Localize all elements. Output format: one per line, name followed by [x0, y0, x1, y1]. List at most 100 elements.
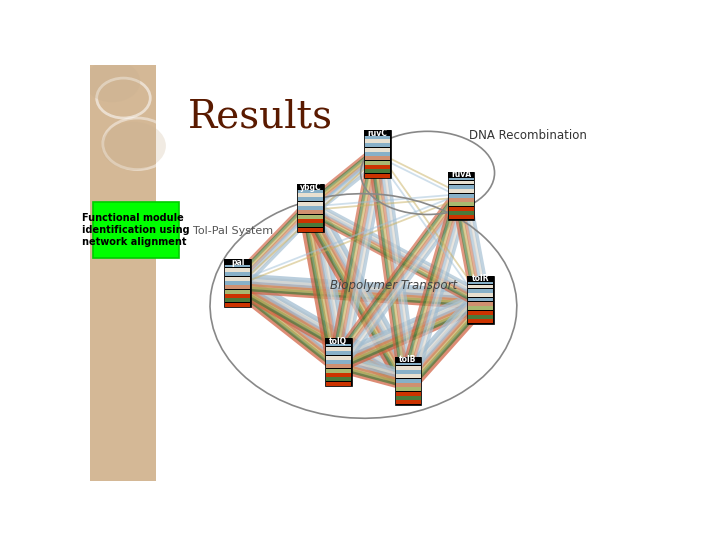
FancyBboxPatch shape — [365, 174, 390, 178]
FancyBboxPatch shape — [325, 377, 351, 381]
Circle shape — [84, 60, 140, 102]
FancyBboxPatch shape — [365, 143, 390, 147]
Text: Tol-Pal System: Tol-Pal System — [193, 226, 274, 236]
FancyBboxPatch shape — [467, 276, 494, 282]
FancyBboxPatch shape — [325, 360, 351, 364]
FancyBboxPatch shape — [325, 369, 351, 373]
FancyBboxPatch shape — [468, 319, 493, 323]
FancyBboxPatch shape — [395, 370, 420, 374]
FancyBboxPatch shape — [225, 298, 251, 302]
FancyBboxPatch shape — [395, 379, 420, 382]
FancyBboxPatch shape — [449, 207, 474, 211]
FancyBboxPatch shape — [225, 259, 251, 263]
Circle shape — [101, 122, 166, 170]
FancyBboxPatch shape — [297, 184, 324, 191]
FancyBboxPatch shape — [395, 387, 420, 392]
FancyBboxPatch shape — [298, 219, 323, 223]
Text: Results: Results — [188, 98, 333, 135]
FancyBboxPatch shape — [225, 264, 251, 267]
FancyBboxPatch shape — [325, 351, 351, 355]
FancyBboxPatch shape — [449, 176, 474, 180]
FancyBboxPatch shape — [365, 147, 390, 152]
Text: tolQ: tolQ — [329, 337, 347, 346]
FancyBboxPatch shape — [395, 392, 420, 396]
FancyBboxPatch shape — [468, 298, 493, 301]
FancyBboxPatch shape — [325, 338, 351, 386]
Text: pal: pal — [231, 258, 245, 267]
FancyBboxPatch shape — [468, 285, 493, 288]
FancyBboxPatch shape — [365, 130, 390, 134]
FancyBboxPatch shape — [395, 357, 420, 361]
FancyBboxPatch shape — [225, 268, 251, 272]
FancyBboxPatch shape — [468, 293, 493, 297]
FancyBboxPatch shape — [298, 188, 323, 193]
Text: tolR: tolR — [472, 274, 490, 284]
FancyBboxPatch shape — [225, 289, 251, 294]
FancyBboxPatch shape — [365, 161, 390, 165]
FancyBboxPatch shape — [325, 347, 351, 351]
FancyBboxPatch shape — [325, 364, 351, 368]
FancyBboxPatch shape — [395, 361, 420, 365]
FancyBboxPatch shape — [395, 357, 421, 404]
FancyBboxPatch shape — [449, 172, 474, 176]
FancyBboxPatch shape — [90, 65, 156, 481]
FancyBboxPatch shape — [395, 374, 420, 378]
FancyBboxPatch shape — [395, 357, 421, 363]
FancyBboxPatch shape — [298, 198, 323, 201]
FancyBboxPatch shape — [325, 338, 351, 345]
FancyBboxPatch shape — [449, 185, 474, 189]
FancyBboxPatch shape — [365, 134, 390, 139]
FancyBboxPatch shape — [225, 276, 251, 280]
FancyBboxPatch shape — [93, 202, 179, 258]
FancyBboxPatch shape — [298, 224, 323, 227]
FancyBboxPatch shape — [225, 259, 251, 307]
FancyBboxPatch shape — [325, 382, 351, 386]
FancyBboxPatch shape — [468, 315, 493, 319]
FancyBboxPatch shape — [225, 285, 251, 289]
FancyBboxPatch shape — [449, 198, 474, 202]
FancyBboxPatch shape — [364, 130, 391, 178]
FancyBboxPatch shape — [225, 272, 251, 276]
Text: tolB: tolB — [400, 355, 417, 364]
FancyBboxPatch shape — [298, 215, 323, 219]
Text: Functional module
identification using
network alignment: Functional module identification using n… — [82, 213, 190, 247]
FancyBboxPatch shape — [365, 170, 390, 173]
FancyBboxPatch shape — [395, 396, 420, 400]
FancyBboxPatch shape — [298, 228, 323, 232]
FancyBboxPatch shape — [298, 211, 323, 214]
FancyBboxPatch shape — [225, 259, 251, 265]
FancyBboxPatch shape — [449, 211, 474, 215]
FancyBboxPatch shape — [468, 280, 493, 284]
FancyBboxPatch shape — [395, 366, 420, 369]
FancyBboxPatch shape — [298, 193, 323, 197]
FancyBboxPatch shape — [449, 202, 474, 206]
FancyBboxPatch shape — [225, 294, 251, 298]
FancyBboxPatch shape — [395, 400, 420, 404]
FancyBboxPatch shape — [449, 215, 474, 219]
Text: Biopolymer Transport: Biopolymer Transport — [330, 279, 457, 292]
FancyBboxPatch shape — [365, 139, 390, 143]
FancyBboxPatch shape — [448, 172, 474, 178]
Text: DNA Recombination: DNA Recombination — [469, 129, 588, 142]
FancyBboxPatch shape — [468, 302, 493, 306]
FancyBboxPatch shape — [365, 152, 390, 156]
FancyBboxPatch shape — [325, 373, 351, 377]
FancyBboxPatch shape — [225, 302, 251, 307]
Text: ruvC: ruvC — [367, 129, 387, 138]
FancyBboxPatch shape — [467, 276, 494, 323]
FancyBboxPatch shape — [298, 202, 323, 206]
FancyBboxPatch shape — [449, 194, 474, 198]
FancyBboxPatch shape — [325, 342, 351, 347]
FancyBboxPatch shape — [298, 184, 323, 188]
FancyBboxPatch shape — [448, 172, 474, 220]
FancyBboxPatch shape — [468, 289, 493, 293]
FancyBboxPatch shape — [325, 338, 351, 342]
FancyBboxPatch shape — [468, 276, 493, 280]
FancyBboxPatch shape — [468, 306, 493, 310]
FancyBboxPatch shape — [297, 184, 324, 232]
FancyBboxPatch shape — [365, 157, 390, 160]
FancyBboxPatch shape — [325, 355, 351, 360]
FancyBboxPatch shape — [449, 180, 474, 185]
FancyBboxPatch shape — [298, 206, 323, 210]
FancyBboxPatch shape — [395, 383, 420, 387]
